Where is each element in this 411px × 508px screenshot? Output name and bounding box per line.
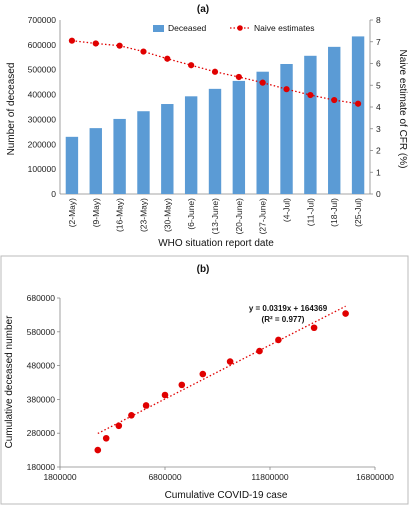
- panel-a-xtick-label: (23-May): [138, 198, 148, 232]
- panel-a-y2label: Naive estimate of CFR (%): [397, 50, 408, 169]
- naive-estimate-point: [188, 62, 195, 69]
- deceased-bar: [137, 111, 150, 194]
- scatter-point: [115, 422, 123, 430]
- panel-a-xtick-label: (16-May): [115, 198, 125, 232]
- panel-b-ytick-label: 180000: [27, 462, 56, 472]
- panel-b-ytick-label: 380000: [27, 394, 56, 404]
- panel-b-xtick-label: 16800000: [356, 472, 394, 482]
- panel-a-xtick-label: (20-June): [234, 198, 244, 235]
- naive-estimate-point: [331, 96, 338, 104]
- panel-a-y2tick-label: 8: [376, 15, 381, 25]
- panel-a-y2tick-label: 3: [376, 124, 381, 134]
- panel-a-ytick-label: 500000: [28, 65, 57, 75]
- deceased-bar: [351, 36, 365, 194]
- panel-b-ytick-label: 680000: [27, 293, 56, 303]
- panel-a-xtick-label: (13-June): [210, 198, 220, 235]
- panel-a-xtick-label: (25-Jul): [353, 198, 363, 227]
- panel-a-y2tick-label: 6: [376, 59, 381, 69]
- panel-a-xtick-label: (6-June): [186, 198, 196, 230]
- panel-a-xtick-label: (27-June): [258, 198, 268, 235]
- scatter-point: [199, 370, 207, 378]
- panel-b-xtick-label: 6800000: [148, 472, 181, 482]
- naive-estimate-point: [307, 91, 314, 99]
- scatter-point: [342, 310, 349, 317]
- naive-estimate-point: [354, 100, 362, 107]
- scatter-point: [128, 411, 135, 419]
- naive-estimate-point: [164, 55, 171, 62]
- panel-a-y2tick-label: 1: [376, 167, 381, 177]
- deceased-bar: [256, 71, 269, 194]
- naive-estimate-point: [259, 79, 266, 86]
- scatter-point: [94, 446, 102, 454]
- naive-estimate-point: [235, 73, 242, 81]
- trendline: [97, 305, 346, 435]
- panel-a-ytick-label: 100000: [28, 164, 57, 174]
- deceased-bar: [113, 118, 126, 194]
- scatter-point: [161, 391, 169, 399]
- panel-b-xtick-label: 11800000: [251, 472, 288, 482]
- scatter-point: [102, 434, 110, 442]
- panel-b-marks: 180000 280000 380000 480000 580000 680000 1800…: [27, 293, 395, 482]
- deceased-bar: [65, 136, 79, 194]
- panel-b-ytick-label: 580000: [27, 327, 56, 337]
- scatter-point: [142, 402, 150, 409]
- naive-estimate-point: [116, 42, 123, 49]
- deceased-bar: [232, 80, 246, 194]
- scatter-point: [310, 324, 318, 332]
- panel-a-ytick-label: 300000: [28, 114, 57, 124]
- panel-a-ytick-label: 700000: [28, 15, 57, 25]
- panel-a-xlabel: WHO situation report date: [158, 238, 274, 249]
- legend-deceased-swatch: [153, 25, 164, 32]
- legend-naive-label: Naive estimates: [254, 23, 314, 33]
- panel-a-ytick-label: 0: [51, 189, 56, 199]
- deceased-bar: [328, 46, 341, 194]
- panel-a-marks: 0 100000 200000 300000 400000 500000 600000 700…: [28, 15, 381, 234]
- panel-a-ytick-label: 200000: [28, 139, 57, 149]
- panel-b-xtick-label: 1800000: [43, 472, 76, 482]
- panel-a-ytick-label: 600000: [28, 40, 57, 50]
- scatter-point: [256, 347, 263, 355]
- legend-naive-marker: [237, 25, 243, 31]
- panel-a-y2tick-label: 5: [376, 80, 381, 90]
- panel-b-label: (b): [197, 264, 210, 275]
- deceased-bar: [89, 128, 102, 194]
- scatter-point: [178, 381, 186, 389]
- panel-a-ytick-label: 400000: [28, 90, 57, 100]
- panel-b-ylabel: Cumulative deceased number: [4, 315, 15, 449]
- naive-estimate-point: [283, 86, 290, 93]
- panel-a-xtick-label: (18-Jul): [329, 198, 339, 227]
- deceased-bar: [161, 104, 174, 194]
- panel-a-xtick-label: (4-Jul): [282, 198, 292, 222]
- naive-estimate-point: [92, 40, 99, 47]
- panel-a-y2tick-label: 7: [376, 37, 381, 47]
- deceased-bar: [184, 96, 198, 194]
- panel-a-y2tick-label: 0: [376, 189, 381, 199]
- trendline-equation: y = 0.0319x + 164369: [249, 304, 328, 313]
- deceased-bar: [280, 63, 293, 194]
- legend-deceased-label: Deceased: [168, 23, 207, 33]
- panel-a-y2tick-label: 4: [376, 102, 381, 112]
- panel-a-y2tick-label: 2: [376, 146, 381, 156]
- panel-b-ytick-label: 280000: [27, 428, 56, 438]
- scatter-point: [226, 358, 234, 365]
- naive-estimate-point: [211, 68, 219, 75]
- panel-b-border: [0, 255, 409, 505]
- naive-estimate-point: [140, 48, 147, 55]
- deceased-bar: [304, 55, 317, 195]
- trendline-r-squared: (R² = 0.977): [262, 315, 305, 324]
- panel-a-label: (a): [197, 4, 209, 15]
- panel-b-xlabel: Cumulative COVID-19 case: [165, 490, 288, 501]
- naive-estimate-point: [68, 37, 76, 44]
- panel-a-ylabel: Number of deceased: [6, 63, 17, 156]
- panel-a-xtick-label: (2-May): [67, 198, 77, 227]
- panel-b-ytick-label: 480000: [27, 361, 56, 371]
- panel-a-xtick-label: (9-May): [91, 198, 101, 227]
- deceased-bar: [208, 88, 222, 194]
- panel-a-xtick-label: (11-Jul): [305, 198, 315, 226]
- panel-a-xtick-label: (30-May): [162, 198, 172, 232]
- scatter-point: [275, 336, 282, 344]
